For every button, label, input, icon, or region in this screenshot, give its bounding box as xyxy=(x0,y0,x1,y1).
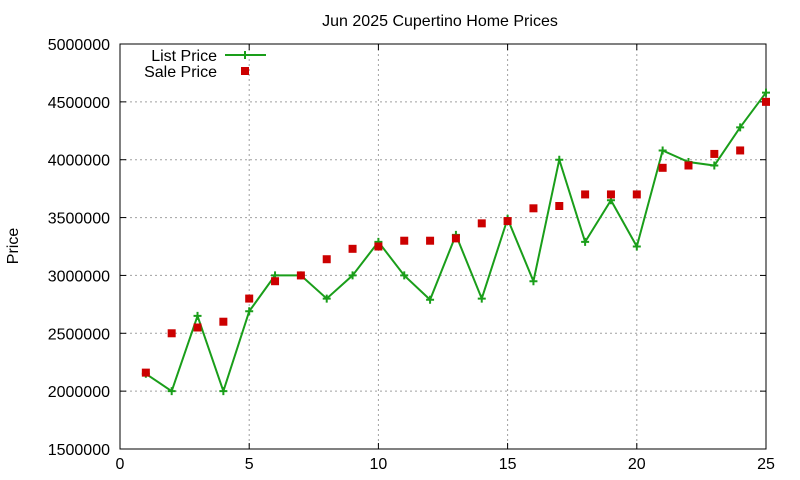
y-tick-label: 4000000 xyxy=(48,153,110,170)
sale-price-point xyxy=(245,294,254,303)
sale-price-point xyxy=(400,236,409,245)
x-tick-label: 0 xyxy=(116,456,125,473)
sale-price-point xyxy=(219,317,228,326)
sale-price-point xyxy=(581,190,590,199)
legend-marker-sale-price xyxy=(241,67,249,75)
list-price-point xyxy=(529,277,538,286)
list-price-point xyxy=(710,161,719,170)
sale-price-point xyxy=(296,271,305,280)
list-price-point xyxy=(322,294,331,303)
legend-label-list-price: List Price xyxy=(151,48,217,65)
x-tick-label: 25 xyxy=(757,456,775,473)
y-tick-label: 4500000 xyxy=(48,95,110,112)
list-price-point xyxy=(658,146,667,155)
sale-price-point xyxy=(606,190,615,199)
sale-price-point xyxy=(322,255,331,264)
chart-title: Jun 2025 Cupertino Home Prices xyxy=(322,13,558,30)
sale-price-point xyxy=(167,329,176,338)
list-price-point xyxy=(555,155,564,164)
sale-price-point xyxy=(141,368,150,377)
list-price-point xyxy=(477,294,486,303)
sale-price-point xyxy=(374,242,383,251)
list-price-point xyxy=(193,311,202,320)
legend-label-sale-price: Sale Price xyxy=(144,64,217,81)
y-axis-label: Price xyxy=(5,228,22,265)
x-tick-label: 20 xyxy=(628,456,646,473)
sale-price-point xyxy=(710,149,719,158)
sale-price-point xyxy=(271,277,280,286)
x-tick-label: 5 xyxy=(245,456,254,473)
list-price-point xyxy=(400,271,409,280)
sale-price-point xyxy=(477,219,486,228)
y-tick-label: 2000000 xyxy=(48,384,110,401)
sale-price-point xyxy=(503,217,512,226)
sale-price-point xyxy=(451,234,460,243)
sale-price-point xyxy=(348,244,357,253)
grid xyxy=(120,44,766,449)
y-tick-label: 3000000 xyxy=(48,268,110,285)
x-tick-label: 10 xyxy=(370,456,388,473)
legend-marker-list-price xyxy=(241,51,249,59)
axes: 0 5 10 15 20 25 1500000 2000000 2500000 3000000 35… xyxy=(48,37,775,473)
sale-price-point xyxy=(426,236,435,245)
sale-price-point xyxy=(632,190,641,199)
y-tick-label: 5000000 xyxy=(48,37,110,54)
sale-price-point xyxy=(762,97,770,106)
list-price-point xyxy=(426,295,435,304)
list-price-point xyxy=(736,123,745,132)
y-tick-label: 3500000 xyxy=(48,211,110,228)
sale-price-point xyxy=(684,161,693,170)
sale-price-point xyxy=(529,204,538,213)
list-price-point xyxy=(245,307,254,316)
list-price-point xyxy=(632,242,641,251)
sale-price-point xyxy=(658,163,667,172)
sale-price-point xyxy=(555,202,564,210)
x-tick-label: 15 xyxy=(499,456,517,473)
list-price-point xyxy=(762,88,770,97)
list-price-point xyxy=(219,387,228,396)
plot-frame xyxy=(119,43,767,450)
list-price-point xyxy=(167,387,176,396)
sale-price-point xyxy=(193,323,202,332)
list-price-point xyxy=(348,271,357,280)
sale-price-point xyxy=(736,146,745,155)
list-price-point xyxy=(581,237,590,246)
y-tick-label: 1500000 xyxy=(48,442,110,459)
y-tick-label: 2500000 xyxy=(48,326,110,343)
plot-area xyxy=(141,88,770,396)
